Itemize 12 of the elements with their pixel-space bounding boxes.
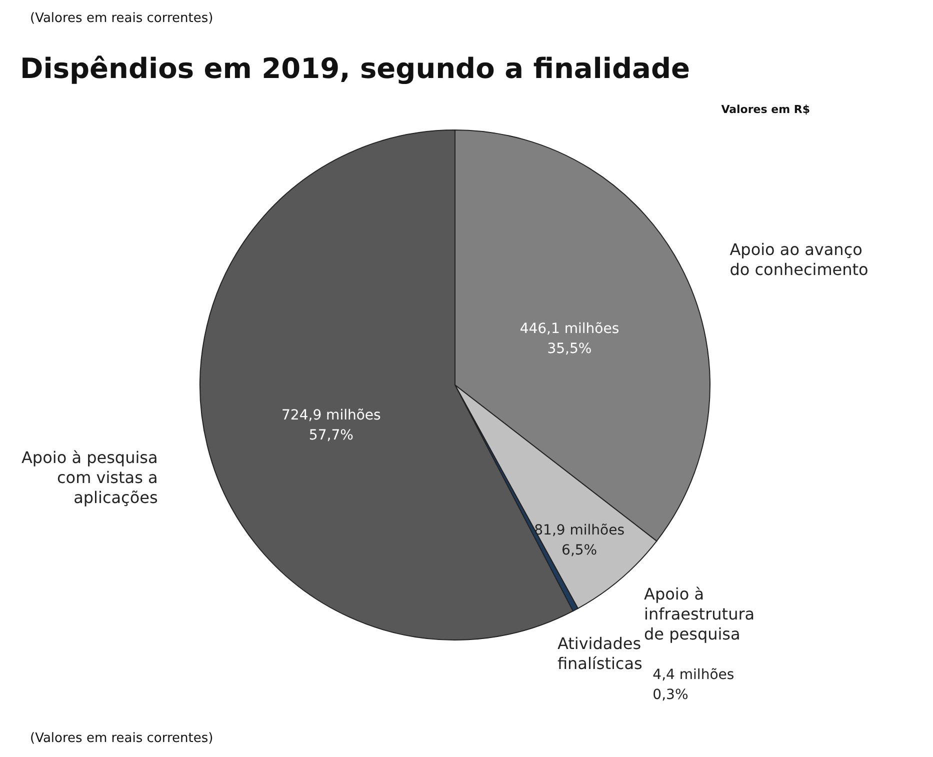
- slice-label: Apoio à infraestrutura de pesquisa: [644, 584, 755, 644]
- text: Valores em R$: [721, 103, 810, 116]
- chart-title: Dispêndios em 2019, segundo a finalidade: [20, 52, 690, 85]
- slice-label: Apoio à pesquisa com vistas a aplicações: [21, 448, 158, 507]
- data-label: 4,4 milhões 0,3%: [652, 667, 734, 704]
- slice-label: Atividades finalísticas: [557, 634, 642, 673]
- data-label: 446,1 milhões 35,5%: [520, 320, 620, 357]
- slice-label: Apoio ao avanço do conhecimento: [730, 240, 868, 280]
- text: (Valores em reais correntes): [30, 731, 214, 746]
- text: (Valores em reais correntes): [30, 11, 214, 26]
- data-label: 81,9 milhões 6,5%: [534, 522, 625, 558]
- data-label: 724,9 milhões 57,7%: [282, 407, 381, 444]
